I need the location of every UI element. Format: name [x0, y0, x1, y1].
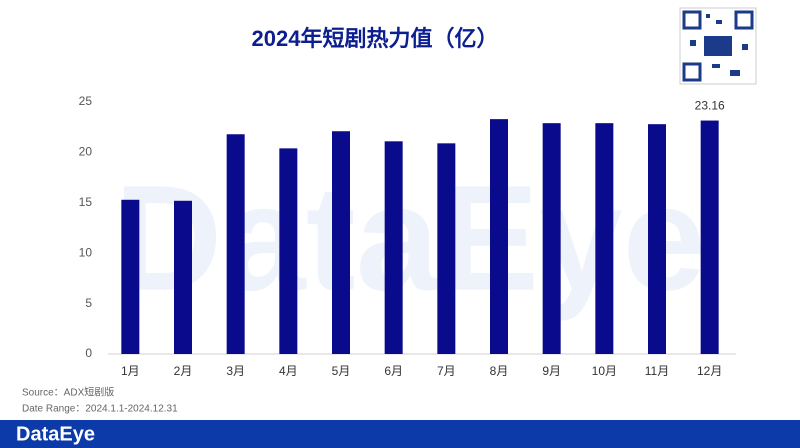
bar — [648, 124, 666, 355]
x-tick-label: 3月 — [226, 364, 245, 378]
y-tick-label: 5 — [85, 296, 92, 310]
footer-bar — [0, 420, 800, 448]
x-tick-label: 4月 — [279, 364, 298, 378]
x-tick-label: 8月 — [490, 364, 509, 378]
x-tick-label: 10月 — [592, 364, 617, 378]
x-tick-label: 9月 — [542, 364, 561, 378]
x-tick-label: 7月 — [437, 364, 456, 378]
bar — [174, 200, 192, 354]
y-tick-label: 15 — [79, 195, 93, 209]
y-tick-label: 20 — [79, 145, 93, 159]
date-note: Date Range：2024.1.1-2024.12.31 — [22, 404, 178, 415]
bar — [121, 199, 140, 354]
chart-title: 2024年短剧热力值（亿） — [252, 26, 499, 51]
x-tick-label: 11月 — [645, 364, 669, 378]
bar — [226, 134, 245, 354]
x-tick-label: 6月 — [384, 364, 403, 378]
x-tick-label: 2月 — [174, 364, 193, 378]
bar — [700, 120, 719, 354]
footer-brand: DataEye — [16, 423, 95, 445]
qr-code — [679, 7, 757, 85]
bar — [384, 141, 403, 354]
x-tick-label: 5月 — [332, 364, 351, 378]
bar — [279, 148, 298, 354]
x-tick-label: 1月 — [121, 364, 140, 378]
x-tick-label: 12月 — [697, 364, 722, 378]
bar — [490, 119, 508, 354]
y-tick-label: 25 — [79, 94, 93, 108]
bar — [437, 143, 456, 354]
bar — [332, 131, 350, 354]
watermark: DataEye — [114, 154, 706, 322]
bar — [595, 123, 614, 354]
y-tick-label: 10 — [79, 245, 93, 259]
bar — [542, 123, 561, 354]
data-label: 23.16 — [695, 99, 725, 113]
source-note: Source：ADX短剧版 — [22, 386, 114, 399]
y-tick-label: 0 — [85, 346, 92, 360]
